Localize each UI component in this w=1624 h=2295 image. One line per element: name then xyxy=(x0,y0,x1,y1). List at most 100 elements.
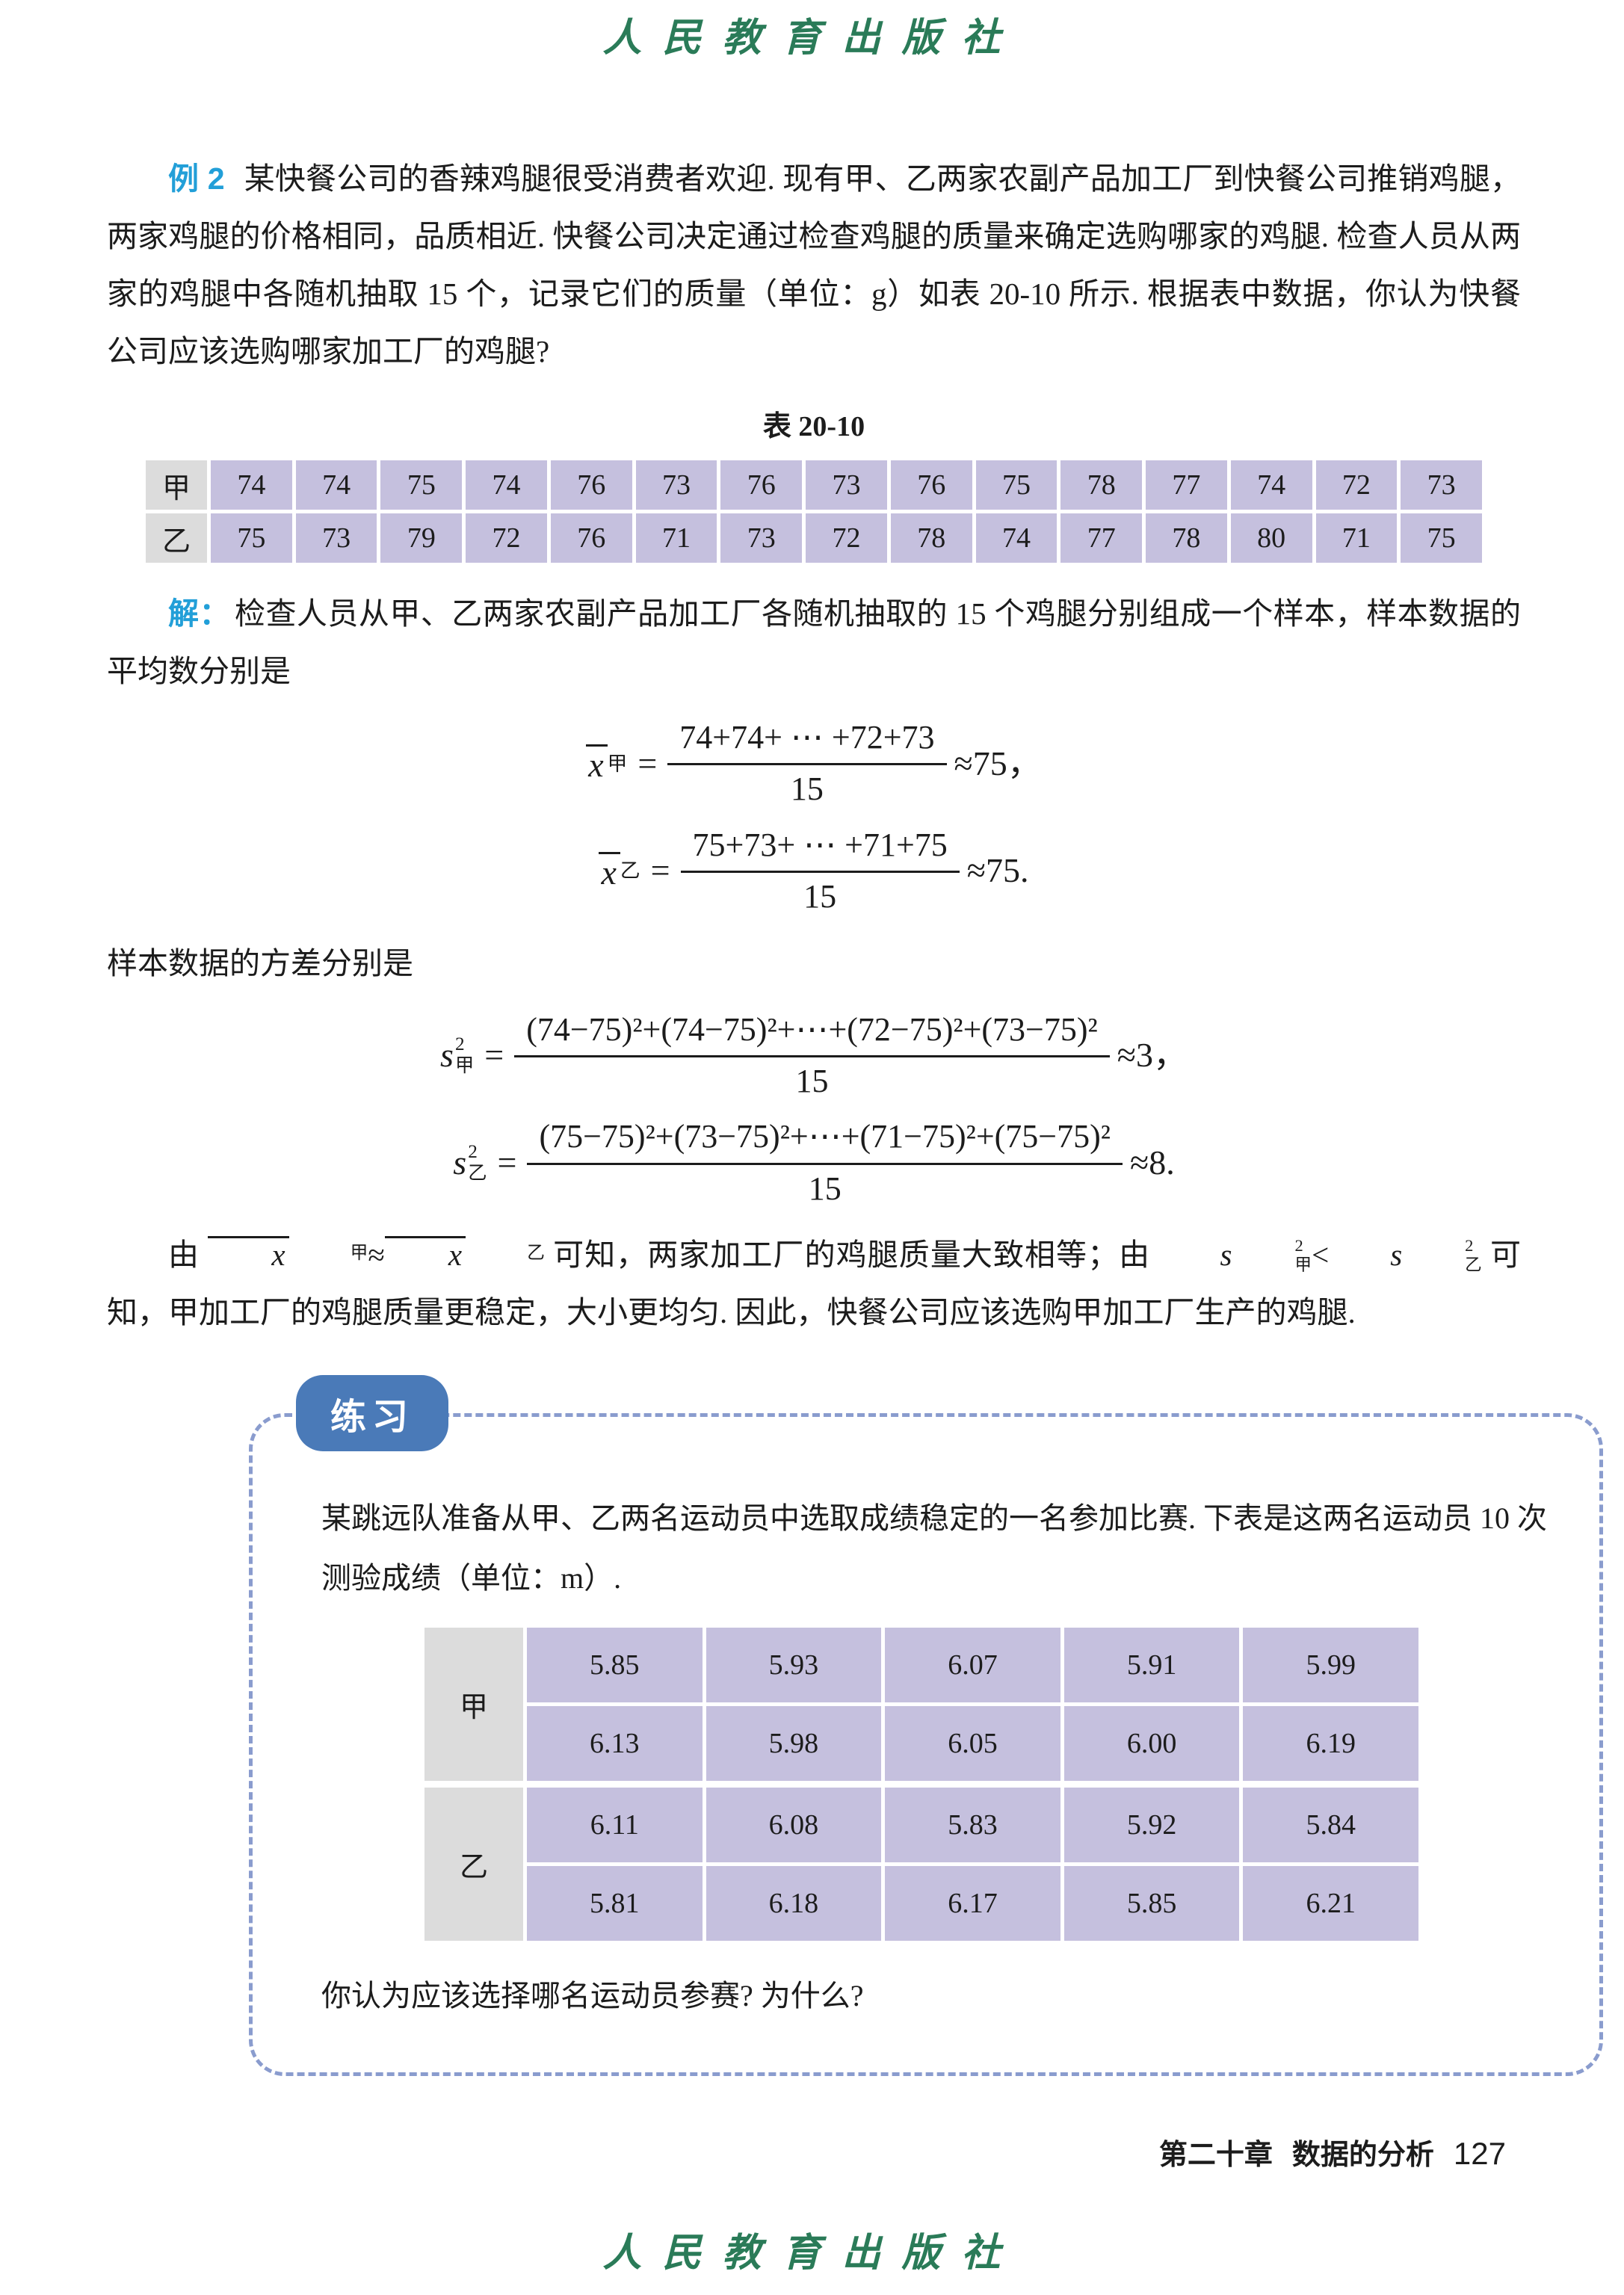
conclusion-paragraph: 由 x 甲 ≈ x 乙 可知，两家加工厂的鸡腿质量大致相等；由 s 2 甲 < s 2 乙 可知，甲… xyxy=(107,1226,1521,1341)
table-cell: 77 xyxy=(1060,513,1143,563)
s-symbol: s xyxy=(1390,1238,1403,1273)
approx-sign: ≈ xyxy=(368,1238,385,1273)
table-cell: 74 xyxy=(1230,460,1312,510)
score-cell: 6.08 xyxy=(706,1788,882,1863)
score-cell: 6.11 xyxy=(527,1788,703,1863)
example-body: 某快餐公司的香辣鸡腿很受消费者欢迎. 现有甲、乙两家农副产品加工厂到快餐公司推销… xyxy=(107,161,1521,368)
practice-badge: 练习 xyxy=(296,1375,449,1452)
table-cell: 73 xyxy=(806,460,887,510)
xbar-symbol: x xyxy=(599,851,620,891)
practice-question: 你认为应该选择哪名运动员参赛? 为什么? xyxy=(321,1979,864,2013)
practice-intro: 某跳远队准备从甲、乙两名运动员中选取成绩稳定的一名参加比赛. 下表是这两名运动员… xyxy=(321,1501,1547,1596)
variance-intro: 样本数据的方差分别是 xyxy=(107,945,413,980)
table-cell: 74 xyxy=(211,460,292,510)
subscript-jia: 甲 xyxy=(607,752,628,775)
table-cell: 80 xyxy=(1230,513,1312,563)
page-content: 例 2 某快餐公司的香辣鸡腿很受消费者欢迎. 现有甲、乙两家农副产品加工厂到快餐公… xyxy=(107,150,1603,2077)
table-cell: 75 xyxy=(211,513,292,563)
score-cell: 5.84 xyxy=(1243,1788,1418,1863)
equals-sign: = xyxy=(484,1036,504,1075)
subscript-yi: 乙 xyxy=(527,1243,545,1263)
table-cell: 74 xyxy=(466,460,547,510)
solution-intro: 检查人员从甲、乙两家农副产品加工厂各随机抽取的 15 个鸡腿分别组成一个样本，样… xyxy=(107,596,1522,688)
score-cell: 6.05 xyxy=(885,1706,1060,1782)
practice-group-yi: 乙 6.11 6.08 5.83 5.92 5.84 5.81 6.18 6.1… xyxy=(424,1788,1418,1942)
conclusion-text: 由 xyxy=(168,1238,209,1273)
table-cell: 77 xyxy=(1146,460,1227,510)
subscript-jia: 甲 xyxy=(1294,1255,1312,1274)
table-cell: 76 xyxy=(550,460,632,510)
table-cell: 72 xyxy=(806,513,887,563)
score-cell: 5.85 xyxy=(1063,1866,1240,1942)
conclusion-text: 可知，甲加工厂的鸡腿质量更稳定，大小更均匀. 因此，快餐公司应该选购甲加工厂生产… xyxy=(107,1238,1522,1330)
score-cell: 5.85 xyxy=(527,1628,703,1703)
denominator: 15 xyxy=(790,770,824,808)
s-symbol: s xyxy=(440,1036,454,1075)
table-cell: 73 xyxy=(635,460,717,510)
footer-section: 数据的分析 xyxy=(1291,2140,1434,2171)
row-header-jia: 甲 xyxy=(146,460,207,510)
group-header-yi: 乙 xyxy=(424,1788,523,1942)
table-cell: 73 xyxy=(720,513,803,563)
group-header-jia: 甲 xyxy=(424,1628,523,1782)
superscript-2: 2 xyxy=(468,1141,478,1163)
equals-sign: = xyxy=(497,1143,517,1182)
practice-group-jia: 甲 5.85 5.93 6.07 5.91 5.99 6.13 5.98 6.0… xyxy=(424,1628,1418,1782)
approx-result: ≈75. xyxy=(966,851,1029,890)
example-label: 例 2 xyxy=(168,161,225,196)
table-caption: 表 20-10 xyxy=(762,411,865,442)
table-cell: 78 xyxy=(1146,513,1227,563)
score-cell: 6.13 xyxy=(527,1706,703,1782)
score-cell: 5.93 xyxy=(706,1628,882,1703)
table-cell: 75 xyxy=(380,460,463,510)
table-cell: 73 xyxy=(295,513,377,563)
example-paragraph: 例 2 某快餐公司的香辣鸡腿很受消费者欢迎. 现有甲、乙两家农副产品加工厂到快餐公… xyxy=(107,150,1521,380)
denominator: 15 xyxy=(808,1170,842,1207)
fraction: 75+73+ ⋯ +71+75 15 xyxy=(680,827,960,915)
table-cell: 71 xyxy=(635,513,717,563)
numerator: 74+74+ ⋯ +72+73 xyxy=(667,719,947,766)
score-cell: 5.91 xyxy=(1063,1628,1240,1703)
table-cell: 76 xyxy=(550,513,632,563)
footer-page-number: 127 xyxy=(1453,2136,1506,2171)
chicken-weight-table: 甲 74 74 75 74 76 73 76 73 76 75 78 77 74… xyxy=(146,460,1482,563)
score-cell: 5.92 xyxy=(1063,1788,1240,1863)
table-cell: 79 xyxy=(380,513,463,563)
table-cell: 72 xyxy=(1315,460,1398,510)
xbar-symbol: x xyxy=(586,744,608,783)
score-cell: 6.19 xyxy=(1243,1706,1418,1782)
table-cell: 71 xyxy=(1315,513,1398,563)
denominator: 15 xyxy=(803,878,837,915)
numerator: (74−75)²+(74−75)²+⋯+(72−75)²+(73−75)² xyxy=(514,1011,1110,1057)
solution-paragraph: 解： 检查人员从甲、乙两家农副产品加工厂各随机抽取的 15 个鸡腿分别组成一个样本… xyxy=(107,585,1521,700)
table-cell: 73 xyxy=(1401,460,1482,510)
denominator: 15 xyxy=(795,1062,829,1099)
less-than-sign: < xyxy=(1312,1238,1330,1273)
approx-result: ≈75， xyxy=(954,744,1042,782)
page-footer: 第二十章 数据的分析 127 xyxy=(1159,2131,1506,2172)
xbar-symbol: x xyxy=(208,1236,289,1271)
score-cell: 5.83 xyxy=(885,1788,1060,1863)
publisher-logo-top: 人民教育出版社 xyxy=(602,15,1022,61)
table-cell: 75 xyxy=(975,460,1058,510)
numerator: 75+73+ ⋯ +71+75 xyxy=(680,827,960,874)
subscript-jia: 甲 xyxy=(350,1243,368,1263)
table-cell: 76 xyxy=(890,460,972,510)
score-cell: 6.17 xyxy=(885,1866,1060,1942)
subscript-yi: 乙 xyxy=(468,1163,487,1184)
fraction: (75−75)²+(73−75)²+⋯+(71−75)²+(75−75)² 15 xyxy=(527,1118,1123,1207)
table-cell: 78 xyxy=(890,513,972,563)
approx-result: ≈3， xyxy=(1117,1036,1188,1075)
table-cell: 72 xyxy=(466,513,547,563)
s-symbol: s xyxy=(1220,1238,1232,1273)
